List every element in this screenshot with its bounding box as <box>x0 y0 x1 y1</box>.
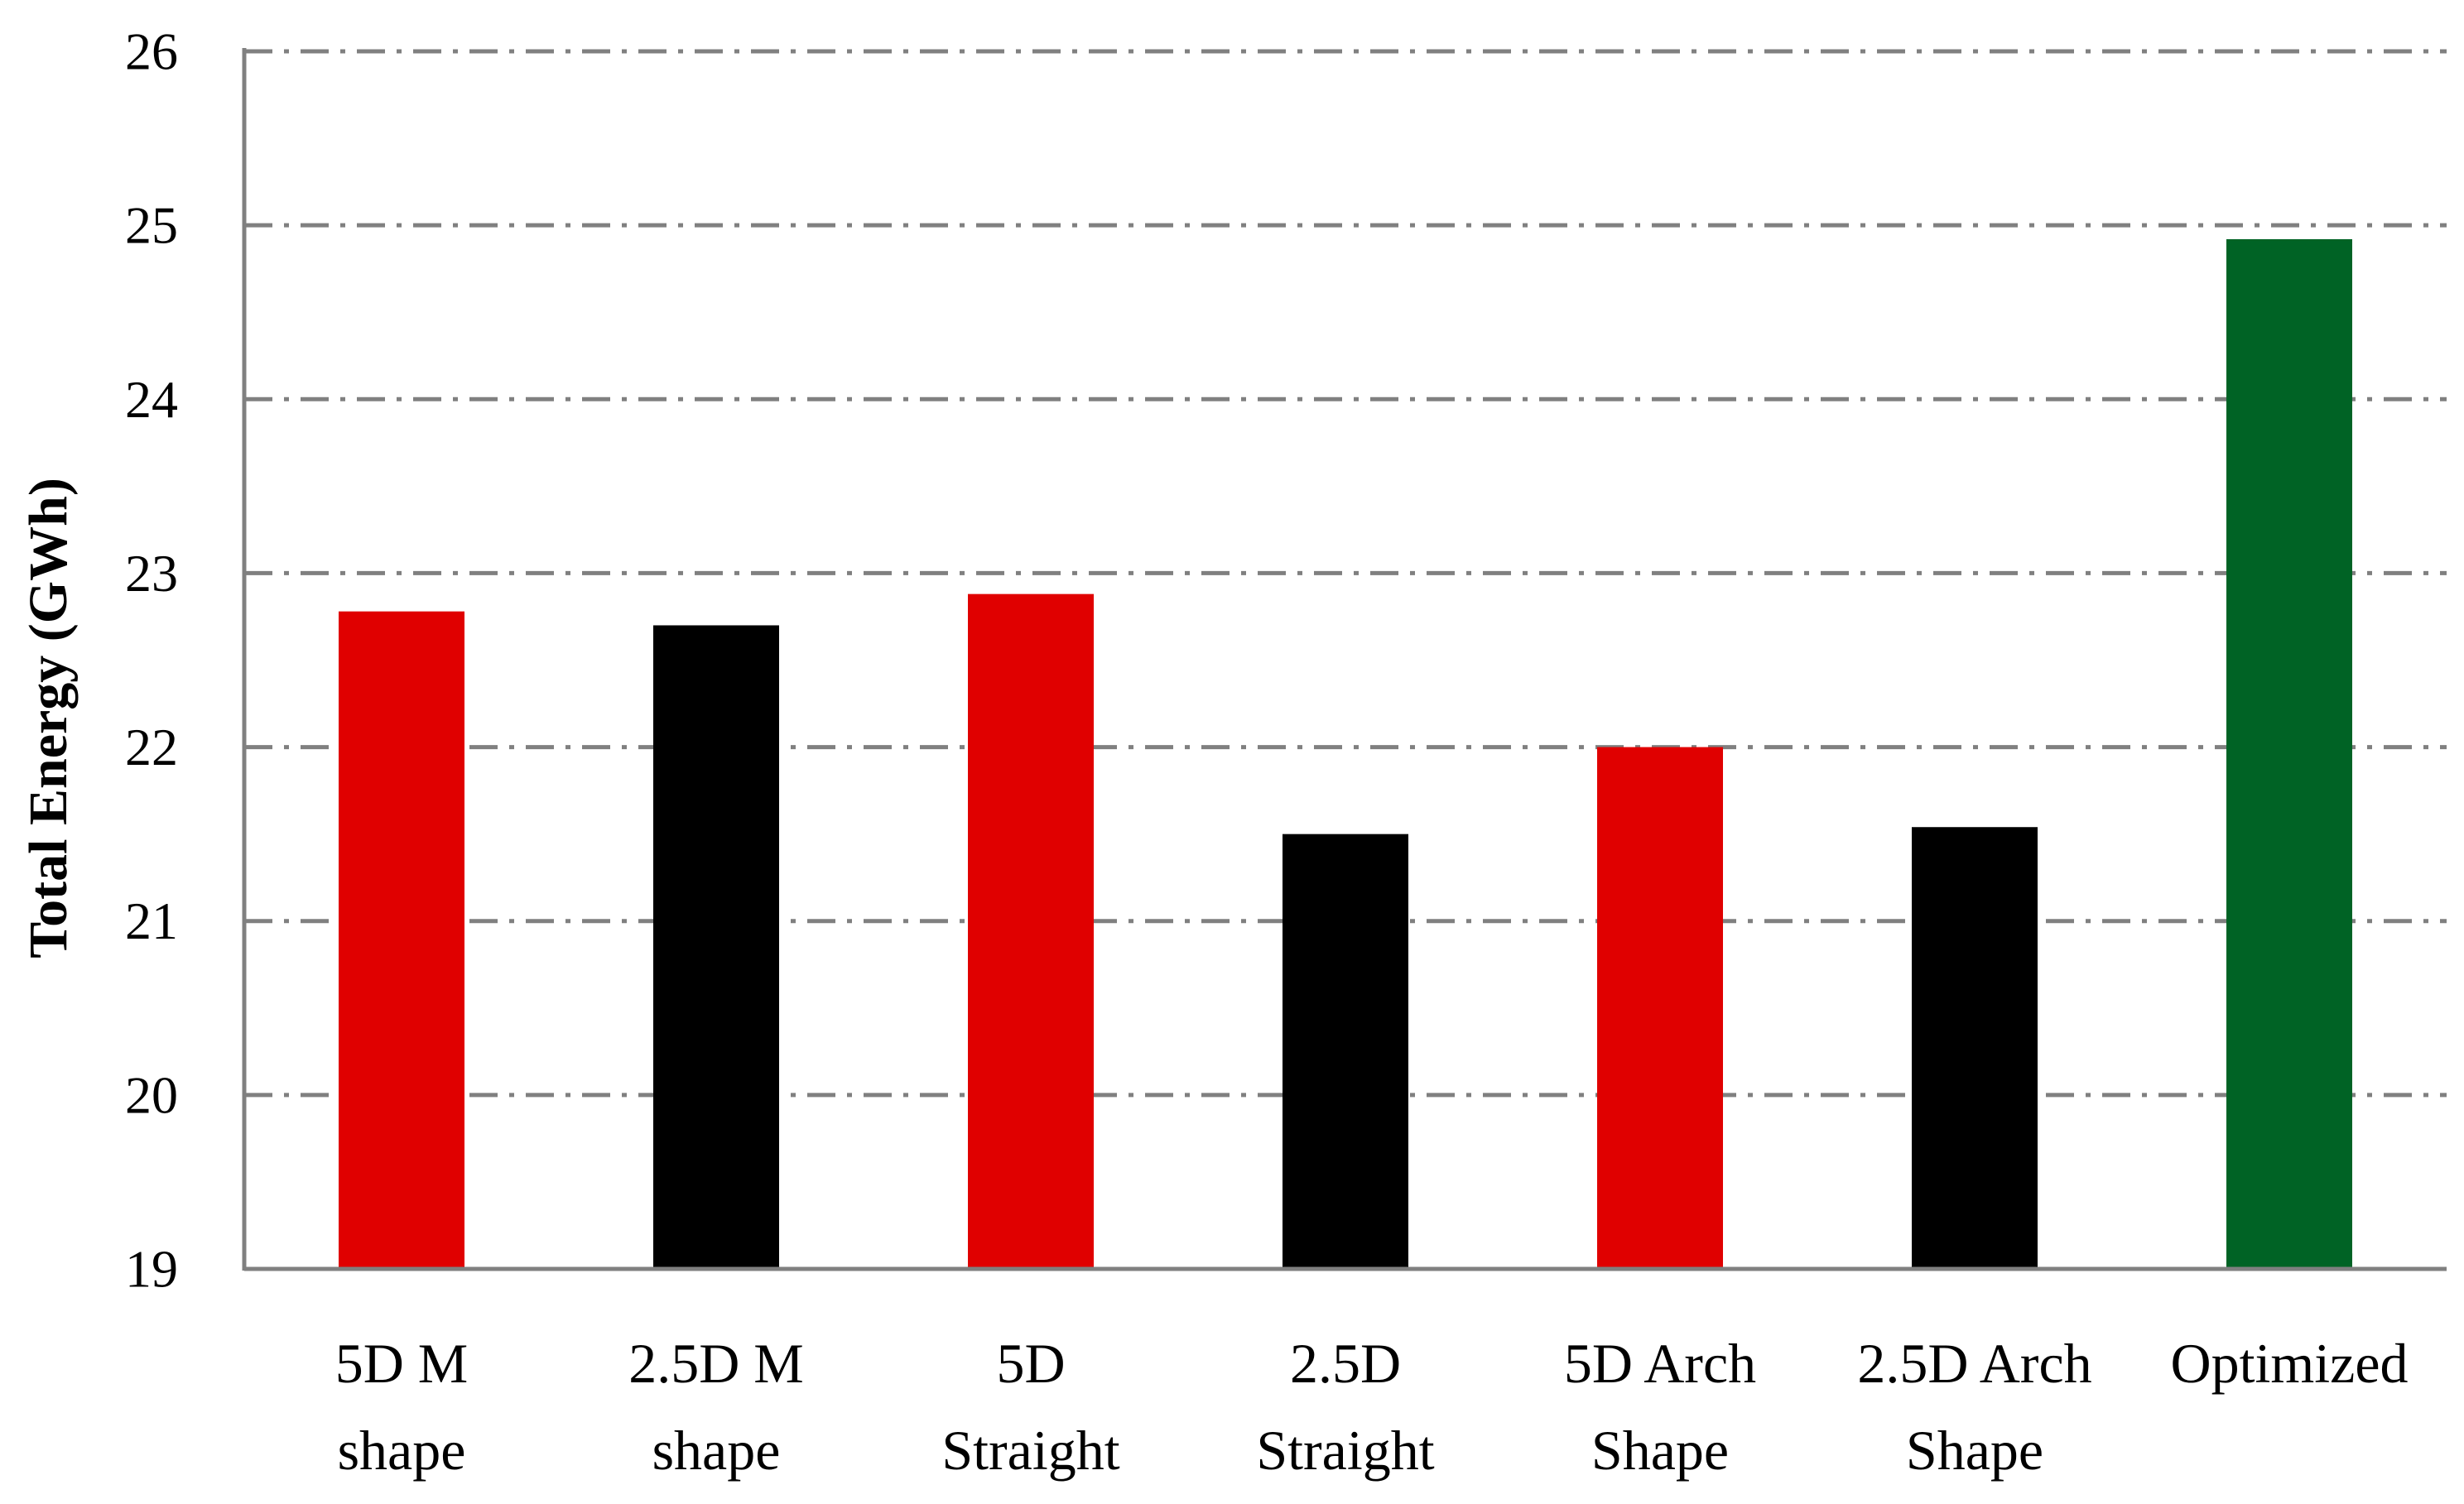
bar <box>968 593 1094 1269</box>
bar <box>653 625 779 1269</box>
x-category-label: 5D Arch <box>1564 1332 1756 1395</box>
y-tick-label: 19 <box>125 1240 178 1299</box>
x-category-label: Optimized <box>2170 1332 2408 1395</box>
x-category-label: 2.5D M <box>628 1332 804 1395</box>
y-tick-label: 22 <box>125 718 178 776</box>
bar <box>339 611 464 1269</box>
bar <box>1912 827 2038 1269</box>
bar <box>2226 238 2352 1269</box>
y-tick-label: 20 <box>125 1065 178 1124</box>
y-tick-label: 24 <box>125 370 178 429</box>
x-category-label: 2.5D Arch <box>1857 1332 2091 1395</box>
bar <box>1283 834 1408 1269</box>
y-axis-title: Total Energy (GWh) <box>18 478 79 959</box>
axes <box>242 48 2447 1271</box>
y-tick-label: 26 <box>125 22 178 81</box>
x-category-label: Shape <box>1906 1419 2043 1482</box>
x-category-label: 5D M <box>335 1332 469 1395</box>
y-tick-label: 25 <box>125 196 178 255</box>
x-category-label: shape <box>652 1419 781 1482</box>
bars <box>339 238 2352 1269</box>
x-category-label: 2.5D <box>1290 1332 1401 1395</box>
x-category-labels: 5D M shape 2.5D M shape 5D Straight 2.5D Straig… <box>335 1332 2409 1482</box>
x-category-label: Shape <box>1591 1419 1729 1482</box>
x-category-label: Straight <box>941 1419 1119 1482</box>
y-tick-label: 21 <box>125 891 178 950</box>
x-category-label: 5D <box>996 1332 1065 1395</box>
x-category-label: shape <box>338 1419 466 1482</box>
y-tick-labels: 19 20 21 22 23 24 25 26 <box>125 22 178 1299</box>
x-category-label: Straight <box>1256 1419 1434 1482</box>
bar <box>1597 747 1723 1269</box>
y-tick-label: 23 <box>125 544 178 603</box>
